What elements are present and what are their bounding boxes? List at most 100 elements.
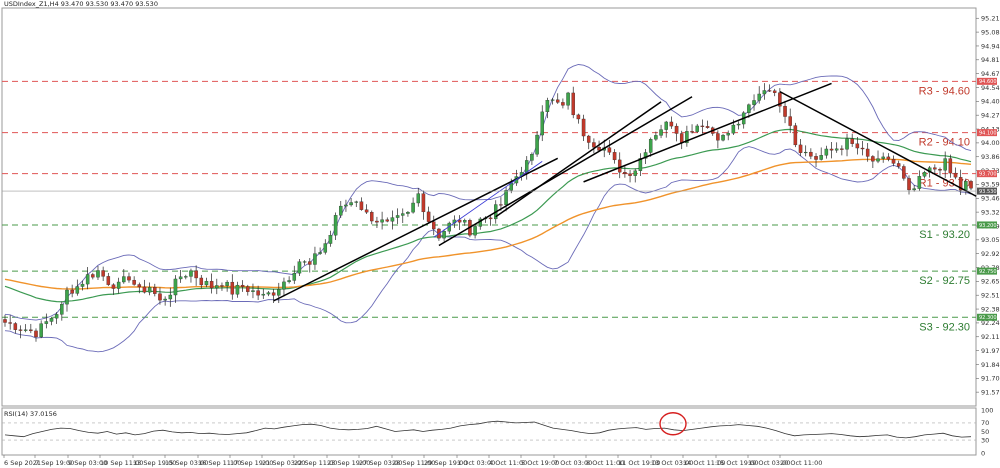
candle-body: [809, 151, 813, 157]
candle-body: [850, 138, 854, 144]
candle-body: [302, 261, 307, 263]
candle-body: [339, 205, 343, 216]
candle-body: [54, 314, 59, 319]
candle-body: [860, 147, 865, 150]
x-tick-label: 13 Sep 19:00: [133, 459, 176, 467]
candle-body: [390, 217, 395, 222]
candle-body: [912, 188, 916, 191]
candle-body: [199, 277, 204, 286]
candle-body: [416, 193, 421, 204]
candle-body: [137, 284, 142, 288]
candle-body: [762, 90, 767, 95]
candle-body: [168, 294, 173, 300]
candle-body: [788, 116, 792, 126]
y-tick-label: 94.945: [981, 42, 1000, 50]
candle-body: [235, 284, 240, 295]
candle-body: [297, 261, 302, 274]
current-price-line: 93.530: [2, 187, 997, 195]
y-tick-label: 94.000: [981, 139, 1000, 147]
candle-body: [122, 276, 126, 283]
candle-body: [958, 177, 963, 191]
candle-body: [530, 154, 534, 161]
candle-body: [871, 156, 875, 162]
candle-body: [695, 125, 699, 132]
candle-body: [13, 323, 18, 330]
candle-body: [106, 276, 111, 285]
candle-body: [44, 321, 49, 324]
candle-body: [669, 121, 674, 127]
price-panel: [1, 7, 977, 407]
candle-body: [617, 159, 622, 173]
candle-body: [132, 279, 136, 285]
candle-body: [586, 135, 591, 143]
y-tick-label: 94.540: [981, 84, 1000, 92]
trendlines: [273, 82, 977, 302]
candle-body: [612, 152, 617, 161]
candle-body: [287, 280, 291, 283]
y-tick-label: 94.675: [981, 70, 1000, 78]
candle-body: [499, 204, 503, 206]
x-tick-label: 19 Oct 03:00: [748, 459, 790, 467]
x-tick-label: 13 Oct 03:00: [651, 459, 693, 467]
y-tick-label: 92.380: [981, 305, 1000, 313]
candle-body: [8, 322, 12, 324]
candle-body: [664, 121, 668, 130]
candle-body: [834, 148, 839, 151]
candle-body: [282, 281, 286, 290]
candle-body: [225, 281, 229, 286]
rsi-tick-label: 50: [981, 428, 989, 436]
candle-body: [473, 226, 477, 236]
rsi-panel: [1, 407, 977, 456]
candle-body: [184, 276, 188, 278]
candle-body: [964, 181, 968, 191]
candle-body: [85, 274, 90, 285]
candle-body: [504, 190, 508, 206]
candle-body: [111, 284, 116, 289]
candle-body: [313, 253, 317, 265]
candle-body: [80, 283, 85, 287]
candle-body: [555, 99, 560, 103]
candle-body: [783, 105, 787, 117]
level-label: S3 - 92.30: [919, 321, 970, 333]
y-tick-label: 92.920: [981, 250, 1000, 258]
candle-body: [256, 290, 260, 296]
candle-body: [277, 289, 281, 296]
candle-body: [230, 281, 235, 295]
candle-body: [922, 172, 927, 177]
candle-body: [938, 168, 942, 171]
candle-body: [772, 90, 777, 93]
candle-body: [442, 231, 446, 239]
candle-body: [153, 287, 157, 294]
candle-body: [690, 131, 694, 133]
candle-body: [654, 135, 658, 140]
y-tick-label: 94.405: [981, 98, 1000, 106]
level-price-tag-text: 94.100: [979, 130, 997, 136]
rsi-tick-label: 0: [981, 449, 985, 457]
candle-body: [266, 292, 271, 295]
candle-body: [463, 220, 467, 223]
candle-body: [344, 204, 348, 207]
x-tick-label: 27 Sep 03:00: [359, 459, 402, 467]
candle-body: [18, 329, 23, 331]
candle-body: [607, 147, 612, 153]
candle-body: [845, 138, 849, 150]
x-tick-label: 8 Oct 11:00: [586, 459, 624, 467]
candle-body: [902, 166, 906, 179]
x-tick-label: 23 Sep 19:00: [327, 459, 370, 467]
candle-body: [633, 170, 637, 176]
candle-body: [628, 173, 632, 176]
candle-body: [101, 270, 105, 277]
y-tick-label: 94.810: [981, 56, 1000, 64]
x-tick-label: 15 Sep 03:00: [165, 459, 208, 467]
candle-body: [855, 143, 860, 149]
y-tick-label: 92.650: [981, 278, 1000, 286]
y-tick-label: 94.270: [981, 111, 1000, 119]
x-tick-label: 10 Sep 11:00: [100, 459, 143, 467]
trendline: [433, 160, 543, 238]
candle-body: [643, 152, 648, 159]
y-tick-label: 91.840: [981, 361, 1000, 369]
candle-body: [561, 102, 565, 106]
